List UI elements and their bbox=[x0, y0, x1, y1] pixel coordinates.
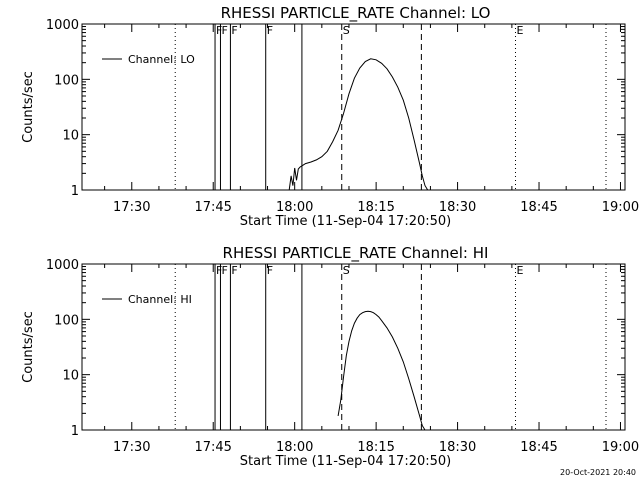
event-marker-label: F bbox=[216, 264, 222, 277]
y-tick-label: 100 bbox=[54, 73, 79, 88]
event-marker-label: F bbox=[267, 264, 273, 277]
chart-title: RHESSI PARTICLE_RATE Channel: LO bbox=[221, 4, 491, 23]
event-marker-label: F bbox=[231, 264, 237, 277]
x-tick-label: 18:45 bbox=[520, 440, 557, 455]
plot-frame bbox=[81, 263, 626, 431]
series-line bbox=[288, 58, 429, 191]
chart-panel-1: RHESSI PARTICLE_RATE Channel: LO 1 10 100 10… bbox=[21, 4, 639, 229]
event-marker-label: F bbox=[221, 264, 227, 277]
y-tick-label: 1 bbox=[71, 184, 79, 199]
x-tick-label: 19:00 bbox=[602, 200, 639, 215]
legend-label: Channel: LO bbox=[128, 53, 195, 66]
y-tick-label: 1000 bbox=[46, 18, 79, 33]
event-marker-label: S bbox=[343, 24, 350, 37]
event-marker-label: F bbox=[231, 24, 237, 37]
x-tick-label: 17:30 bbox=[113, 440, 150, 455]
y-axis-label: Counts/sec bbox=[21, 311, 36, 383]
x-tick-label: 18:15 bbox=[357, 200, 394, 215]
y-tick-label: 1000 bbox=[46, 258, 79, 273]
x-tick-label: 17:30 bbox=[113, 200, 150, 215]
event-marker-label: F bbox=[267, 24, 273, 37]
footer-timestamp: 20-Oct-2021 20:40 bbox=[560, 468, 636, 477]
y-tick-label: 1 bbox=[71, 424, 79, 439]
event-marker-label: E bbox=[516, 24, 523, 37]
x-tick-label: 18:15 bbox=[357, 440, 394, 455]
x-tick-label: 17:45 bbox=[194, 200, 231, 215]
x-tick-label: 18:00 bbox=[276, 200, 313, 215]
plot-frame bbox=[81, 23, 626, 191]
series-line bbox=[337, 310, 426, 431]
x-axis-label: Start Time (11-Sep-04 17:20:50) bbox=[240, 454, 451, 469]
x-tick-label: 19:00 bbox=[602, 440, 639, 455]
chart-title: RHESSI PARTICLE_RATE Channel: HI bbox=[223, 244, 489, 263]
event-marker-label: F bbox=[216, 24, 222, 37]
event-marker-label: E bbox=[516, 264, 523, 277]
y-axis-label: Counts/sec bbox=[21, 71, 36, 143]
event-marker-label: F bbox=[221, 24, 227, 37]
y-tick-label: 10 bbox=[62, 129, 79, 144]
event-marker-label: S bbox=[343, 264, 350, 277]
y-tick-label: 100 bbox=[54, 313, 79, 328]
chart-panel-2: RHESSI PARTICLE_RATE Channel: HI 1 10 100 10… bbox=[21, 244, 639, 469]
x-tick-label: 18:00 bbox=[276, 440, 313, 455]
x-tick-label: 17:45 bbox=[194, 440, 231, 455]
x-tick-label: 18:30 bbox=[439, 440, 476, 455]
x-tick-label: 18:45 bbox=[520, 200, 557, 215]
legend-label: Channel: HI bbox=[128, 293, 192, 306]
x-axis-label: Start Time (11-Sep-04 17:20:50) bbox=[240, 214, 451, 229]
y-tick-label: 10 bbox=[62, 369, 79, 384]
x-tick-label: 18:30 bbox=[439, 200, 476, 215]
